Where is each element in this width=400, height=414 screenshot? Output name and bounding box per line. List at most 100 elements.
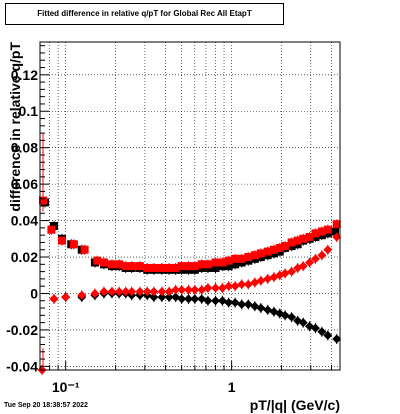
- data-point-diamond: [49, 294, 59, 304]
- data-point-square: [231, 254, 240, 263]
- y-tick-label: 0.12: [11, 67, 38, 83]
- data-point-diamond: [230, 281, 240, 291]
- data-point-square: [211, 258, 220, 267]
- data-point-square: [269, 245, 278, 254]
- data-point-square: [80, 245, 89, 254]
- data-point-square: [157, 263, 166, 272]
- data-point-diamond: [184, 285, 194, 295]
- data-point-diamond: [287, 312, 297, 322]
- data-point-diamond: [298, 261, 308, 271]
- data-point-diamond: [280, 310, 290, 320]
- data-point-diamond: [177, 285, 187, 295]
- data-point-square: [281, 242, 290, 251]
- data-point-diamond: [310, 323, 320, 333]
- y-tick-label: 0: [30, 285, 38, 301]
- data-point-square: [127, 262, 136, 271]
- timestamp: Tue Sep 20 18:38:57 2022: [4, 402, 88, 409]
- data-point-square: [93, 256, 102, 265]
- error-bars: [41, 133, 338, 375]
- data-point-diamond: [287, 267, 297, 277]
- data-point-diamond: [332, 232, 342, 242]
- data-point-diamond: [190, 285, 200, 295]
- axes: [39, 41, 341, 371]
- data-point-diamond: [157, 287, 167, 297]
- data-point-square: [332, 220, 341, 229]
- data-point-square: [331, 227, 340, 236]
- data-point-square: [275, 243, 284, 252]
- data-point-diamond: [61, 292, 71, 302]
- data-point-square: [317, 227, 326, 236]
- data-point-square: [299, 234, 308, 243]
- data-point-square: [287, 238, 296, 247]
- y-tick-label: -0.04: [6, 358, 38, 374]
- data-point-diamond: [211, 296, 221, 306]
- data-point-diamond: [157, 292, 167, 302]
- x-tick-label: 10⁻¹: [52, 379, 80, 395]
- data-point-square: [58, 236, 67, 245]
- axis-labels: -0.04 -0.02 0 0.02 0.04 0.06 0.08 0.1 0.12 10⁻¹ 1p…: [6, 42, 340, 413]
- data-point-square: [149, 263, 158, 272]
- data-point-square: [121, 262, 130, 271]
- data-point-diamond: [142, 287, 152, 297]
- data-point-square: [305, 232, 314, 241]
- chart-title: Fitted difference in relative q/pT for G…: [37, 9, 252, 18]
- data-point-diamond: [323, 330, 333, 340]
- data-point-square: [263, 247, 272, 256]
- data-point-square: [203, 260, 212, 269]
- data-point-square: [237, 254, 246, 263]
- data-point-square: [165, 263, 174, 272]
- data-point-diamond: [298, 318, 308, 328]
- data-point-diamond: [237, 279, 247, 289]
- data-point-diamond: [237, 299, 247, 309]
- data-point-square: [311, 229, 320, 238]
- data-point-diamond: [280, 268, 290, 278]
- y-axis-label: difference in relative q/pT: [7, 42, 23, 212]
- data-point-diamond: [317, 250, 327, 260]
- data-point-diamond: [99, 287, 109, 297]
- data-point-square: [218, 258, 227, 267]
- data-point-diamond: [256, 303, 266, 313]
- x-axis-label: pT/|q| (GeV/c): [250, 397, 340, 413]
- data-point-diamond: [243, 299, 253, 309]
- data-point-diamond: [243, 279, 253, 289]
- data-point-square: [250, 251, 259, 260]
- y-tick-label: 0.1: [19, 103, 39, 119]
- y-tick-label: 0.02: [11, 249, 38, 265]
- data-point-square: [135, 262, 144, 271]
- data-point-square: [177, 262, 186, 271]
- data-point-diamond: [149, 292, 159, 302]
- data-point-diamond: [230, 298, 240, 308]
- data-point-square: [99, 258, 108, 267]
- data-point-diamond: [256, 276, 266, 286]
- data-point-diamond: [250, 301, 260, 311]
- data-point-diamond: [177, 294, 187, 304]
- data-point-square: [244, 253, 253, 262]
- y-tick-label: 0.04: [11, 213, 38, 229]
- data-point-square: [224, 256, 233, 265]
- data-point-diamond: [190, 294, 200, 304]
- data-point-square: [39, 196, 48, 205]
- data-point-diamond: [149, 287, 159, 297]
- data-point-diamond: [203, 283, 213, 293]
- data-point-diamond: [211, 283, 221, 293]
- data-point-diamond: [121, 287, 131, 297]
- chart-title-box: Fitted difference in relative q/pT for G…: [5, 3, 284, 25]
- data-point-diamond: [250, 278, 260, 288]
- data-point-diamond: [310, 254, 320, 264]
- data-point-diamond: [135, 287, 145, 297]
- data-point-diamond: [171, 285, 181, 295]
- data-point-square: [256, 249, 265, 258]
- data-point-diamond: [224, 298, 234, 308]
- y-tick-label: -0.02: [6, 322, 38, 338]
- data-point-diamond: [127, 287, 137, 297]
- data-point-diamond: [107, 287, 117, 297]
- data-point-diamond: [224, 281, 234, 291]
- data-point-square: [143, 263, 152, 272]
- data-point-square: [115, 260, 124, 269]
- data-point-square: [231, 260, 240, 269]
- data-point-square: [323, 225, 332, 234]
- data-point-square: [211, 263, 220, 272]
- data-point-square: [184, 262, 193, 271]
- data-point-diamond: [77, 290, 87, 300]
